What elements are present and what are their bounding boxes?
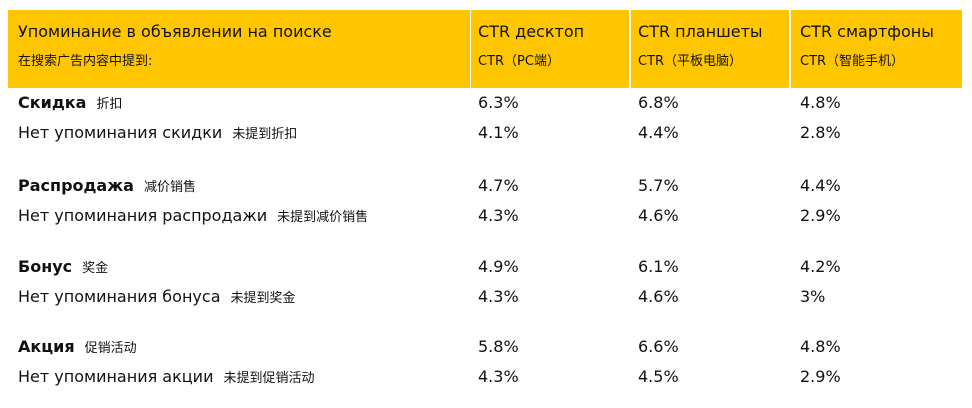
value-cell: 4.3% [478, 367, 519, 386]
header-subtitle: CTR（智能手机） [800, 54, 905, 69]
value-cell: 4.9% [478, 257, 519, 276]
value-cell: 4.3% [478, 206, 519, 225]
label-zh: 奖金 [82, 261, 109, 276]
value-cell: 4.7% [478, 176, 519, 195]
value-cell: 4.8% [800, 337, 841, 356]
value-cell: 4.1% [478, 123, 519, 142]
header-cell: CTR смартфоны CTR（智能手机） [791, 10, 962, 88]
label-ru: Нет упоминания акции [18, 367, 214, 386]
label-ru: Акция [18, 337, 75, 356]
label-ru: Нет упоминания бонуса [18, 287, 221, 306]
header-title: CTR планшеты [638, 22, 763, 41]
label-ru: Нет упоминания распродажи [18, 206, 268, 225]
value-cell: 4.6% [638, 287, 679, 306]
row-label: Бонус 奖金 [18, 257, 108, 276]
label-zh: 折扣 [96, 97, 123, 112]
value-cell: 4.6% [638, 206, 679, 225]
label-zh: 未提到奖金 [230, 291, 296, 306]
row-label: Нет упоминания акции 未提到促销活动 [18, 367, 314, 386]
value-cell: 4.5% [638, 367, 679, 386]
label-zh: 减价销售 [143, 180, 196, 195]
value-cell: 4.8% [800, 93, 841, 112]
value-cell: 4.4% [800, 176, 841, 195]
value-cell: 4.3% [478, 287, 519, 306]
row-label: Нет упоминания скидки 未提到折扣 [18, 123, 297, 142]
label-ru: Распродажа [18, 176, 134, 195]
value-cell: 3% [800, 287, 826, 306]
header-title: CTR десктоп [478, 22, 585, 41]
header-title: Упоминание в объявлении на поиске [18, 22, 332, 41]
label-zh: 促销活动 [84, 341, 137, 356]
row-label: Нет упоминания бонуса 未提到奖金 [18, 287, 296, 306]
value-cell: 5.7% [638, 176, 679, 195]
row-label: Нет упоминания распродажи 未提到减价销售 [18, 206, 368, 225]
label-ru: Скидка [18, 93, 87, 112]
header-cell: CTR планшеты CTR（平板电脑） [631, 10, 789, 88]
label-zh: 未提到促销活动 [223, 371, 315, 386]
header-subtitle: 在搜索广告内容中提到: [18, 54, 153, 69]
value-cell: 6.3% [478, 93, 519, 112]
value-cell: 6.8% [638, 93, 679, 112]
header-title: CTR смартфоны [800, 22, 934, 41]
header-subtitle: CTR（PC端） [478, 54, 560, 69]
value-cell: 2.9% [800, 206, 841, 225]
label-ru: Нет упоминания скидки [18, 123, 223, 142]
value-cell: 4.4% [638, 123, 679, 142]
label-zh: 未提到折扣 [232, 127, 298, 142]
value-cell: 2.9% [800, 367, 841, 386]
label-ru: Бонус [18, 257, 73, 276]
value-cell: 6.1% [638, 257, 679, 276]
value-cell: 6.6% [638, 337, 679, 356]
row-label: Распродажа 减价销售 [18, 176, 196, 195]
value-cell: 5.8% [478, 337, 519, 356]
row-label: Акция 促销活动 [18, 337, 137, 356]
header-subtitle: CTR（平板电脑） [638, 54, 743, 69]
value-cell: 4.2% [800, 257, 841, 276]
row-label: Скидка 折扣 [18, 93, 122, 112]
label-zh: 未提到减价销售 [277, 210, 369, 225]
header-cell: Упоминание в объявлении на поиске 在搜索广告内容… [8, 10, 470, 88]
header-cell: CTR десктоп CTR（PC端） [471, 10, 629, 88]
value-cell: 2.8% [800, 123, 841, 142]
